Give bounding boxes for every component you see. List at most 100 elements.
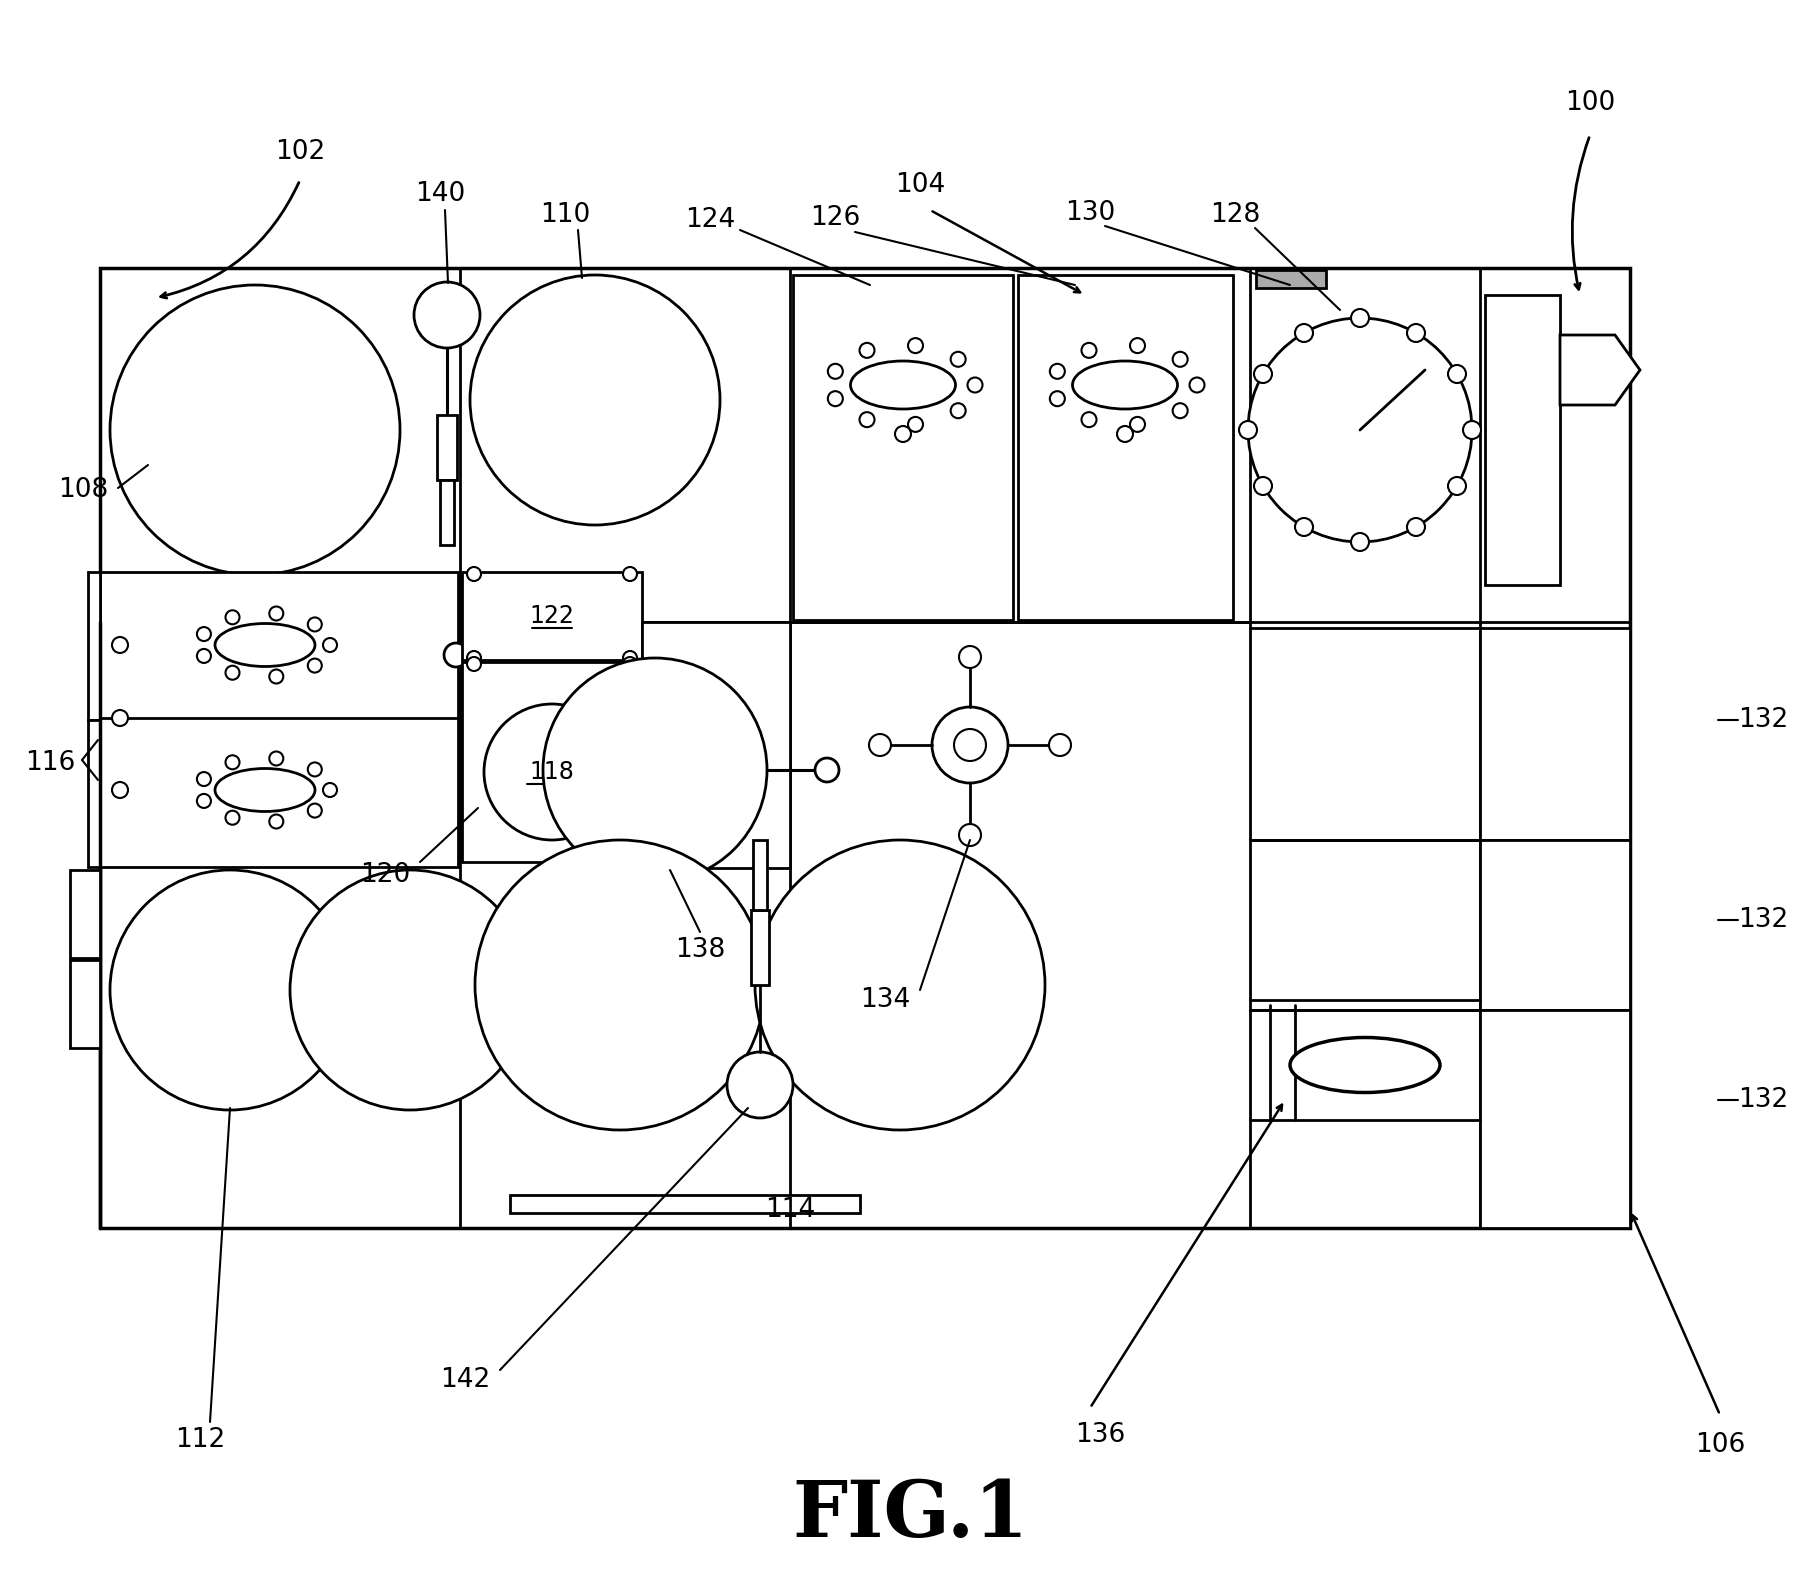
Bar xyxy=(794,275,1014,620)
Text: 134: 134 xyxy=(859,988,910,1013)
Circle shape xyxy=(1050,364,1065,378)
Circle shape xyxy=(1407,518,1425,535)
Text: 100: 100 xyxy=(1565,89,1614,116)
Circle shape xyxy=(755,840,1045,1130)
Circle shape xyxy=(470,275,721,524)
Circle shape xyxy=(954,728,986,761)
Circle shape xyxy=(959,824,981,846)
Circle shape xyxy=(895,425,912,443)
Circle shape xyxy=(308,763,322,777)
Bar xyxy=(1480,840,1631,1010)
Circle shape xyxy=(1449,477,1465,495)
Circle shape xyxy=(444,644,468,667)
Circle shape xyxy=(1081,413,1096,427)
Text: 106: 106 xyxy=(1694,1432,1745,1459)
Circle shape xyxy=(468,567,480,581)
Circle shape xyxy=(968,377,983,392)
Circle shape xyxy=(868,735,892,757)
Bar xyxy=(100,571,459,867)
Circle shape xyxy=(908,418,923,432)
Circle shape xyxy=(622,652,637,666)
Text: 122: 122 xyxy=(530,604,575,628)
Text: 140: 140 xyxy=(415,181,466,207)
Text: 108: 108 xyxy=(58,477,107,502)
Circle shape xyxy=(1449,364,1465,383)
Circle shape xyxy=(1254,364,1272,383)
Circle shape xyxy=(1407,323,1425,342)
Circle shape xyxy=(308,804,322,818)
Circle shape xyxy=(1048,735,1070,757)
Circle shape xyxy=(859,342,874,358)
Circle shape xyxy=(1117,425,1134,443)
Circle shape xyxy=(1296,323,1312,342)
Bar xyxy=(752,911,770,984)
Circle shape xyxy=(197,626,211,641)
Bar xyxy=(753,840,766,911)
Bar xyxy=(1485,295,1560,586)
Bar xyxy=(462,571,642,659)
Ellipse shape xyxy=(215,768,315,812)
Circle shape xyxy=(1130,418,1145,432)
Circle shape xyxy=(950,403,966,418)
Circle shape xyxy=(113,710,127,725)
Circle shape xyxy=(622,567,637,581)
Circle shape xyxy=(828,364,843,378)
Polygon shape xyxy=(1560,334,1640,405)
Circle shape xyxy=(269,815,284,829)
Circle shape xyxy=(1296,518,1312,535)
Circle shape xyxy=(322,637,337,652)
Circle shape xyxy=(1249,319,1472,542)
Text: 132: 132 xyxy=(1738,706,1787,733)
Bar xyxy=(510,1195,861,1214)
Bar xyxy=(642,622,790,868)
Circle shape xyxy=(908,338,923,353)
Text: 124: 124 xyxy=(684,207,735,232)
Circle shape xyxy=(859,413,874,427)
Text: 142: 142 xyxy=(440,1367,490,1393)
Ellipse shape xyxy=(215,623,315,667)
Circle shape xyxy=(932,706,1008,783)
Circle shape xyxy=(950,352,966,367)
Circle shape xyxy=(322,783,337,798)
Circle shape xyxy=(1130,338,1145,353)
Circle shape xyxy=(1050,391,1065,407)
Circle shape xyxy=(269,669,284,683)
Text: 138: 138 xyxy=(675,937,724,962)
Bar xyxy=(1256,270,1327,287)
Circle shape xyxy=(471,702,588,818)
Circle shape xyxy=(113,782,127,798)
Text: 102: 102 xyxy=(275,140,326,165)
Bar xyxy=(1017,275,1232,620)
Circle shape xyxy=(828,391,843,407)
Circle shape xyxy=(413,283,480,349)
Circle shape xyxy=(959,645,981,667)
Circle shape xyxy=(197,794,211,809)
Bar xyxy=(1480,628,1631,840)
Circle shape xyxy=(269,606,284,620)
Circle shape xyxy=(109,870,349,1110)
Circle shape xyxy=(226,666,240,680)
Circle shape xyxy=(468,652,480,666)
Circle shape xyxy=(226,810,240,824)
Circle shape xyxy=(468,656,480,670)
Circle shape xyxy=(269,752,284,766)
Circle shape xyxy=(109,286,400,575)
Bar xyxy=(69,870,100,958)
Text: FIG.1: FIG.1 xyxy=(792,1477,1028,1553)
Text: 112: 112 xyxy=(175,1427,226,1452)
Text: 132: 132 xyxy=(1738,1086,1787,1113)
Text: 110: 110 xyxy=(541,203,590,228)
Circle shape xyxy=(226,755,240,769)
Bar xyxy=(462,663,642,862)
Circle shape xyxy=(1239,421,1258,440)
Ellipse shape xyxy=(850,361,956,410)
Bar xyxy=(1480,1010,1631,1228)
Circle shape xyxy=(1350,532,1369,551)
Circle shape xyxy=(1172,403,1188,418)
Circle shape xyxy=(289,870,530,1110)
Circle shape xyxy=(197,772,211,787)
Text: 120: 120 xyxy=(360,862,410,889)
Text: 136: 136 xyxy=(1076,1422,1125,1448)
Circle shape xyxy=(726,1052,794,1118)
Circle shape xyxy=(308,658,322,672)
